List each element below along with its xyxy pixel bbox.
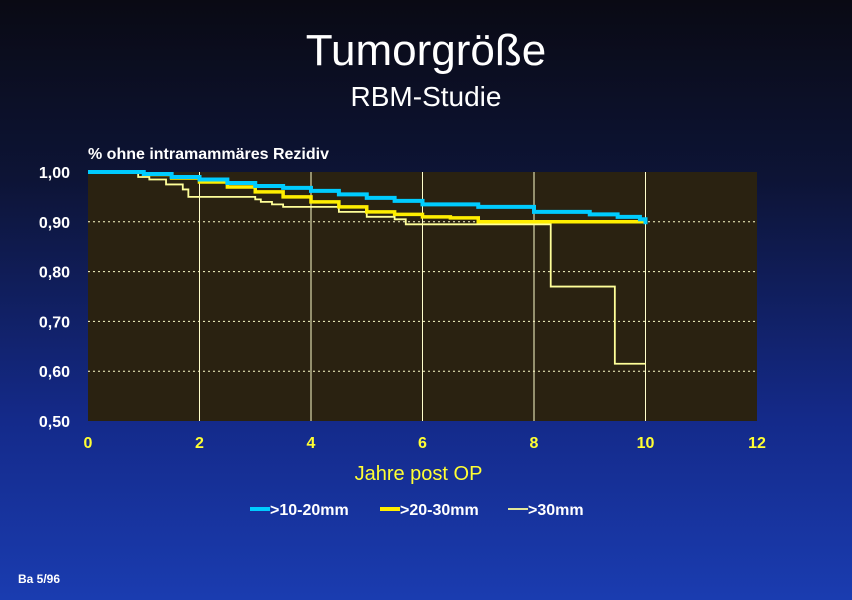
y-tick-label: 0,50 bbox=[39, 414, 70, 431]
legend-label-2: >20-30mm bbox=[400, 502, 479, 519]
y-tick-label: 0,80 bbox=[39, 265, 70, 282]
slide-title: Tumorgröße bbox=[305, 26, 547, 75]
x-tick-label: 8 bbox=[530, 435, 539, 452]
y-axis-label: % ohne intramammäres Rezidiv bbox=[88, 146, 329, 163]
series-layer bbox=[88, 170, 648, 365]
x-axis-label: Jahre post OP bbox=[355, 463, 483, 485]
slide-subtitle: RBM-Studie bbox=[350, 81, 502, 112]
slide-footer: Ba 5/96 bbox=[18, 572, 61, 586]
legend: >10-20mm >20-30mm >30mm bbox=[250, 502, 584, 519]
x-tick-label: 0 bbox=[84, 435, 93, 452]
series-line-1 bbox=[88, 170, 648, 225]
x-tick-label: 12 bbox=[748, 435, 766, 452]
y-tick-labels: 0,50 0,60 0,70 0,80 0,90 1,00 bbox=[39, 165, 70, 431]
legend-label-3: >30mm bbox=[528, 502, 584, 519]
y-tick-label: 1,00 bbox=[39, 165, 70, 182]
x-tick-label: 6 bbox=[418, 435, 427, 452]
grid-lines bbox=[88, 172, 757, 421]
x-tick-label: 10 bbox=[637, 435, 655, 452]
y-tick-label: 0,60 bbox=[39, 364, 70, 381]
x-tick-labels: 0 2 4 6 8 10 12 bbox=[84, 435, 766, 452]
y-tick-label: 0,70 bbox=[39, 314, 70, 331]
legend-label-1: >10-20mm bbox=[270, 502, 349, 519]
y-tick-label: 0,90 bbox=[39, 215, 70, 232]
series-line-3 bbox=[88, 171, 646, 365]
x-tick-label: 4 bbox=[307, 435, 316, 452]
x-tick-label: 2 bbox=[195, 435, 204, 452]
